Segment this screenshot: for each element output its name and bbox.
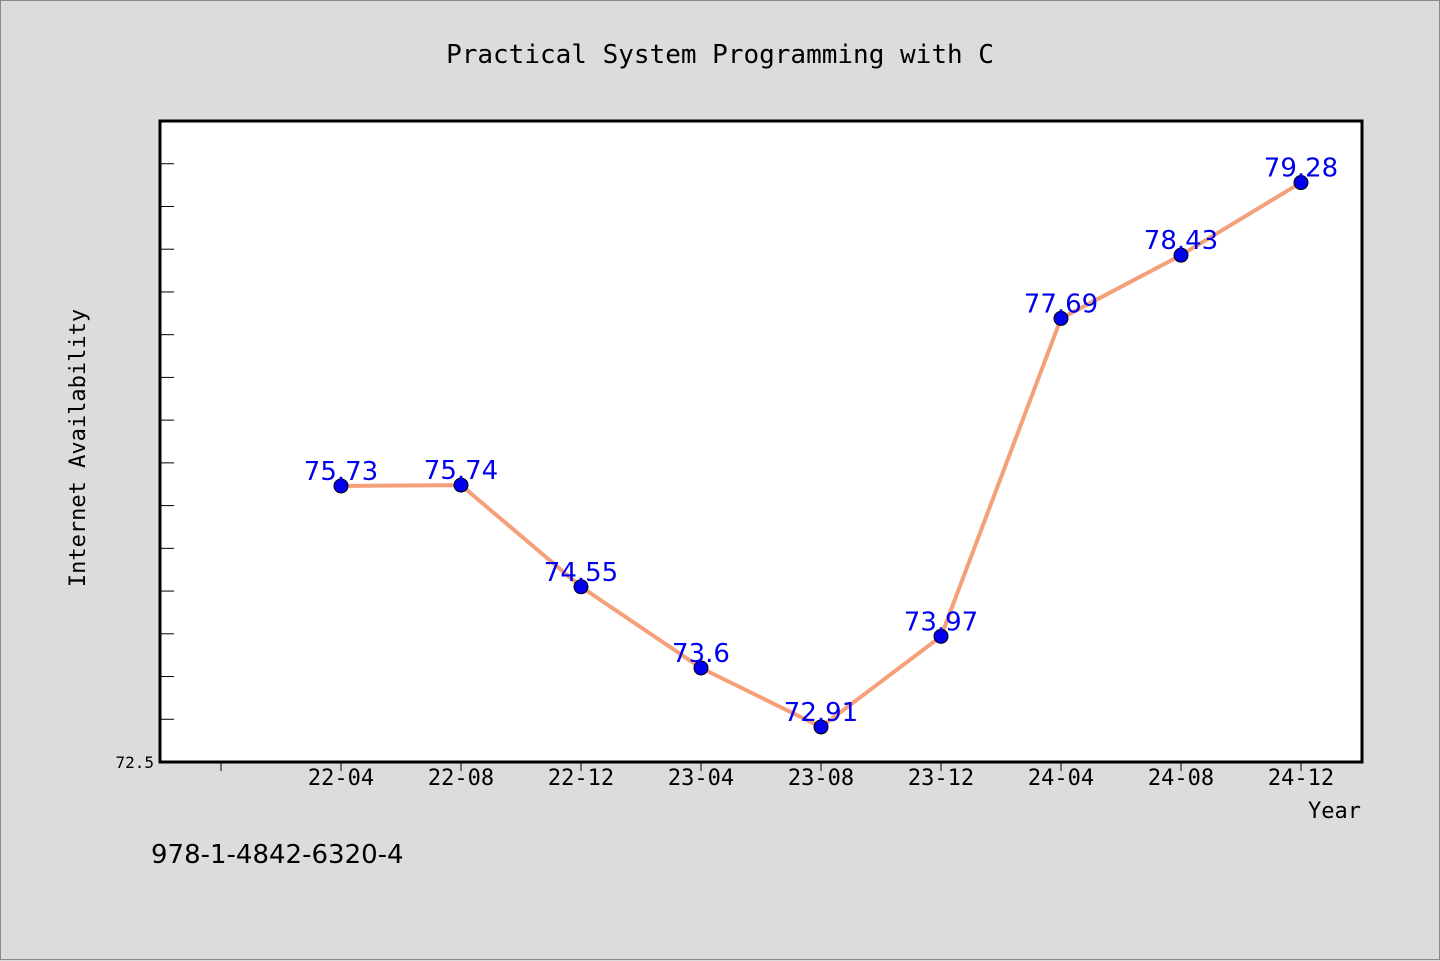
data-point	[813, 719, 829, 735]
x-tick-label: 23-04	[668, 766, 734, 791]
data-label: 79.28	[1264, 154, 1338, 184]
plot-area	[158, 119, 1364, 764]
x-axis-ticks: 22-04 22-08 22-12 23-04 23-08 23-12 24-04 24-08…	[220, 762, 1334, 791]
isbn-footer: 978-1-4842-6320-4	[151, 840, 404, 870]
marker-group	[333, 175, 1309, 735]
y-tick-label: 72.5	[115, 753, 154, 772]
x-tick-label: 22-04	[308, 766, 374, 791]
y-axis-ticks: 72.5	[115, 163, 174, 772]
x-tick-label: 24-04	[1028, 766, 1094, 791]
data-point	[1053, 310, 1069, 326]
data-point	[1293, 175, 1309, 191]
data-point	[333, 478, 349, 494]
data-label: 73.6	[672, 639, 730, 669]
x-tick-label: 22-12	[548, 766, 614, 791]
x-tick-label: 23-08	[788, 766, 854, 791]
data-label: 75.73	[304, 457, 378, 487]
data-point	[573, 579, 589, 595]
data-label: 72.91	[784, 698, 858, 728]
x-tick-label: 24-08	[1148, 766, 1214, 791]
data-label: 73.97	[904, 607, 978, 637]
data-label: 77.69	[1024, 289, 1098, 319]
data-label: 74.55	[544, 558, 618, 588]
y-axis-label: Internet Availability	[66, 309, 91, 587]
data-point	[1173, 247, 1189, 263]
x-tick-label: 22-08	[428, 766, 494, 791]
data-label: 75.74	[424, 456, 498, 486]
data-label: 78.43	[1144, 226, 1218, 256]
chart-title: Practical System Programming with C	[446, 40, 994, 70]
data-point	[933, 628, 949, 644]
x-tick-label: 23-12	[908, 766, 974, 791]
data-point	[693, 660, 709, 676]
data-label-group: 75.73 75.74 74.55 73.6 72.91 73.97 77.69 78.43 7…	[304, 154, 1338, 728]
x-tick-label: 24-12	[1268, 766, 1334, 791]
data-point	[453, 477, 469, 493]
x-axis-label: Year	[1308, 799, 1361, 824]
